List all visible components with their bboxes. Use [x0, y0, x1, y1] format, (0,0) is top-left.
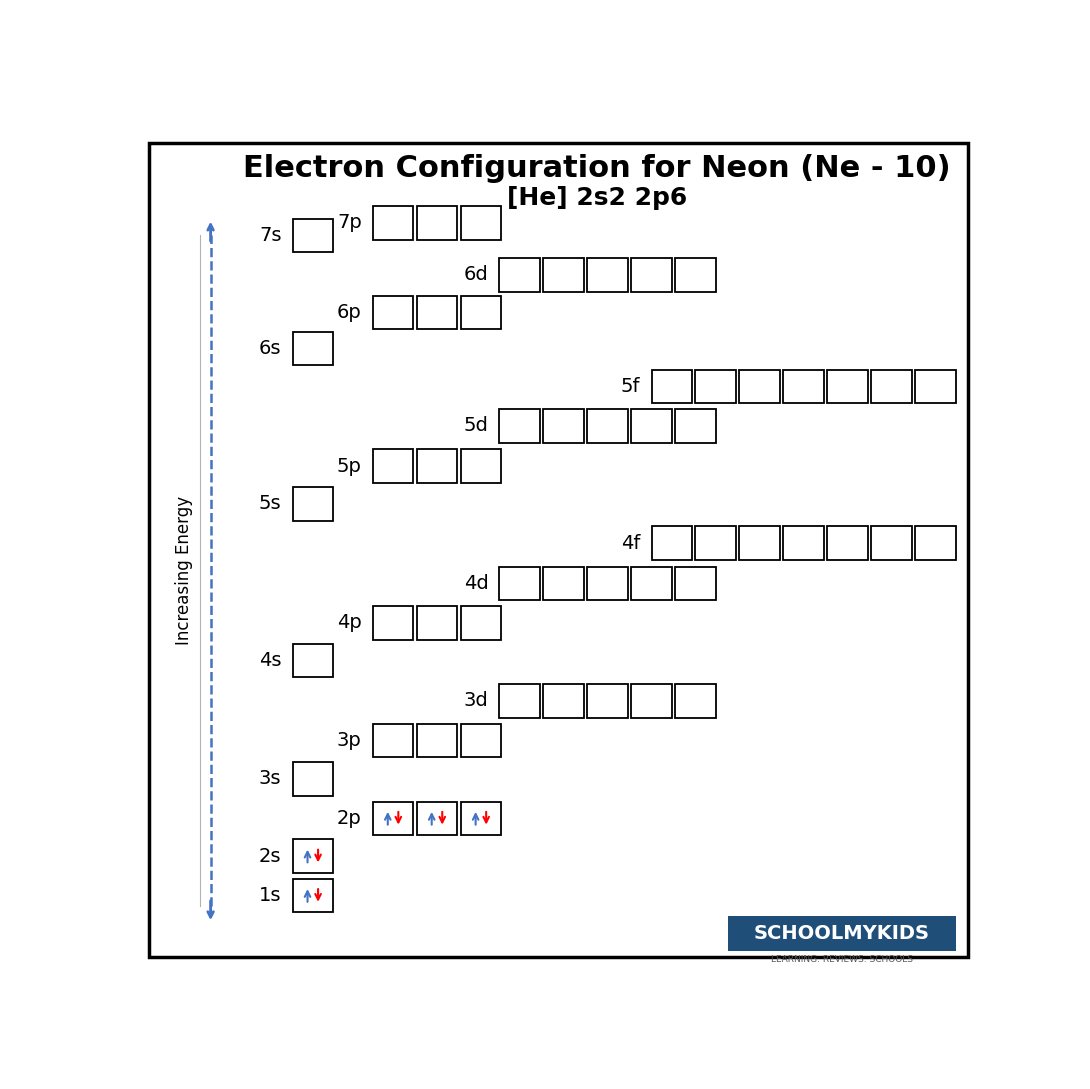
Bar: [675, 258, 716, 292]
Bar: [827, 526, 868, 560]
Bar: [292, 879, 334, 913]
Bar: [373, 296, 413, 329]
Bar: [499, 409, 540, 442]
Bar: [292, 762, 334, 796]
Text: 5p: 5p: [337, 456, 362, 476]
Text: 7p: 7p: [337, 213, 362, 232]
Bar: [871, 526, 911, 560]
Text: 4s: 4s: [259, 651, 281, 670]
Bar: [631, 684, 671, 718]
Bar: [588, 684, 628, 718]
Bar: [416, 607, 458, 639]
Text: 2p: 2p: [337, 809, 362, 828]
Bar: [292, 219, 334, 253]
Text: 7s: 7s: [259, 227, 281, 245]
Bar: [588, 566, 628, 600]
Bar: [544, 258, 584, 292]
Text: 4d: 4d: [463, 574, 488, 594]
Bar: [373, 723, 413, 757]
Bar: [461, 296, 501, 329]
Bar: [499, 684, 540, 718]
Bar: [373, 607, 413, 639]
Text: 5d: 5d: [463, 416, 488, 436]
Bar: [631, 409, 671, 442]
Bar: [416, 723, 458, 757]
Bar: [695, 526, 736, 560]
Bar: [916, 526, 956, 560]
Bar: [916, 369, 956, 403]
Text: 3d: 3d: [463, 692, 488, 710]
Bar: [784, 526, 824, 560]
Bar: [544, 684, 584, 718]
Text: 2s: 2s: [259, 846, 281, 866]
Text: 4f: 4f: [621, 534, 641, 553]
Bar: [373, 450, 413, 482]
Bar: [675, 684, 716, 718]
Bar: [675, 566, 716, 600]
Bar: [416, 450, 458, 482]
Bar: [652, 526, 692, 560]
Text: 6p: 6p: [337, 303, 362, 322]
Bar: [652, 369, 692, 403]
Text: 5s: 5s: [258, 494, 281, 513]
Bar: [784, 369, 824, 403]
Text: 4p: 4p: [337, 613, 362, 633]
Bar: [292, 487, 334, 521]
Bar: [292, 644, 334, 677]
Bar: [416, 296, 458, 329]
Bar: [461, 206, 501, 240]
Text: [He] 2s2 2p6: [He] 2s2 2p6: [507, 186, 687, 210]
Bar: [675, 409, 716, 442]
Bar: [461, 802, 501, 835]
Bar: [461, 723, 501, 757]
Bar: [631, 258, 671, 292]
Bar: [544, 566, 584, 600]
Text: SCHOOLMYKIDS: SCHOOLMYKIDS: [753, 923, 930, 943]
Text: 1s: 1s: [259, 886, 281, 905]
Bar: [373, 802, 413, 835]
Bar: [588, 409, 628, 442]
Bar: [739, 526, 780, 560]
Bar: [695, 369, 736, 403]
Text: LEARNING. REVIEWS. SCHOOLS: LEARNING. REVIEWS. SCHOOLS: [771, 955, 912, 964]
Bar: [827, 369, 868, 403]
Bar: [739, 369, 780, 403]
Text: Increasing Energy: Increasing Energy: [174, 497, 193, 646]
Bar: [461, 450, 501, 482]
Bar: [499, 258, 540, 292]
Bar: [416, 206, 458, 240]
Text: 6d: 6d: [463, 266, 488, 284]
Bar: [631, 566, 671, 600]
Text: 3s: 3s: [259, 769, 281, 788]
Bar: [588, 258, 628, 292]
Text: 6s: 6s: [259, 339, 281, 358]
Bar: [416, 802, 458, 835]
Bar: [373, 206, 413, 240]
Text: 5f: 5f: [621, 377, 641, 396]
Text: 3p: 3p: [337, 731, 362, 750]
Bar: [871, 369, 911, 403]
Bar: [292, 840, 334, 872]
Bar: [461, 607, 501, 639]
Bar: [728, 916, 956, 951]
Bar: [544, 409, 584, 442]
Bar: [292, 332, 334, 366]
Bar: [499, 566, 540, 600]
Text: Electron Configuration for Neon (Ne - 10): Electron Configuration for Neon (Ne - 10…: [243, 154, 950, 183]
